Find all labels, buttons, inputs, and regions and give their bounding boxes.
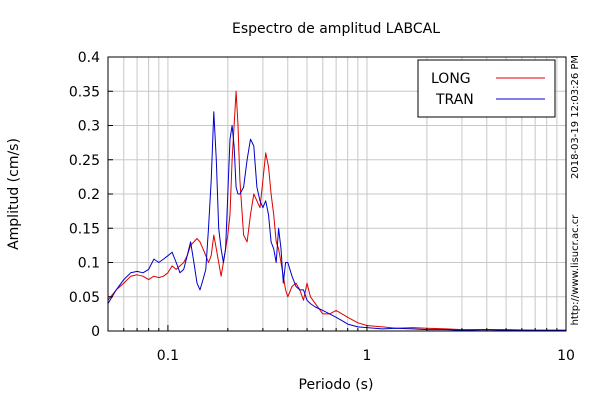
y-tick-label: 0.3 xyxy=(78,119,100,135)
x-tick-label: 0.1 xyxy=(157,348,179,364)
y-tick-label: 0.05 xyxy=(69,290,100,306)
axis-ticks: 0 0.05 0.1 0.15 0.2 0.25 0.3 0.35 0.4 0.1 1 10 xyxy=(69,50,575,364)
chart-title: Espectro de amplitud LABCAL xyxy=(232,21,440,37)
legend-box xyxy=(417,59,556,118)
series-line-tran xyxy=(107,111,566,331)
legend: LONG TRAN xyxy=(417,59,556,118)
y-tick-label: 0.2 xyxy=(78,187,100,203)
y-tick-label: 0.4 xyxy=(78,50,100,66)
y-tick-label: 0.25 xyxy=(69,153,100,169)
timestamp-label: 2018-03-19 12:03:26 PM xyxy=(570,55,581,179)
y-axis-title: Amplitud (cm/s) xyxy=(6,138,22,250)
series-lines xyxy=(107,90,566,331)
y-tick-label: 0 xyxy=(91,324,100,340)
source-url-label: http://www.lisucr.ac.cr xyxy=(570,214,581,326)
legend-label-long: LONG xyxy=(431,71,471,87)
y-tick-label: 0.1 xyxy=(78,256,100,272)
series-line-long xyxy=(107,90,566,331)
x-tick-label: 10 xyxy=(557,348,575,364)
x-tick-label: 1 xyxy=(362,348,371,364)
legend-label-tran: TRAN xyxy=(435,92,474,108)
x-axis-title: Periodo (s) xyxy=(299,377,374,393)
y-tick-label: 0.35 xyxy=(69,84,100,100)
y-tick-label: 0.15 xyxy=(69,221,100,237)
grid-lines xyxy=(107,56,567,332)
